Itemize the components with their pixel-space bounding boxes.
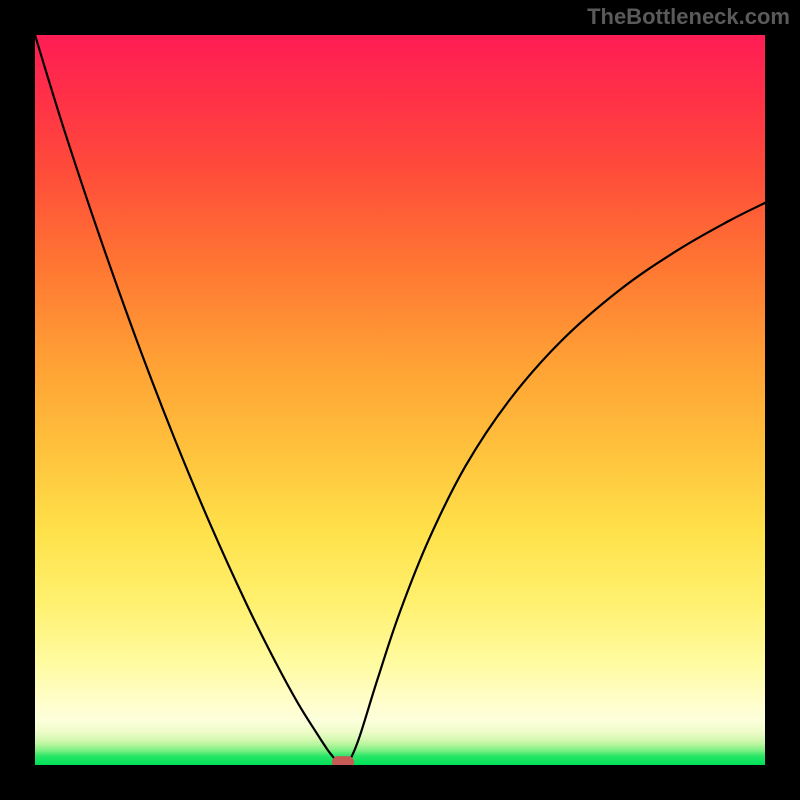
chart-container: TheBottleneck.com: [0, 0, 800, 800]
bottleneck-curve: [35, 35, 765, 765]
optimum-marker: [332, 756, 354, 765]
watermark-label: TheBottleneck.com: [587, 4, 790, 30]
plot-area: [35, 35, 765, 765]
